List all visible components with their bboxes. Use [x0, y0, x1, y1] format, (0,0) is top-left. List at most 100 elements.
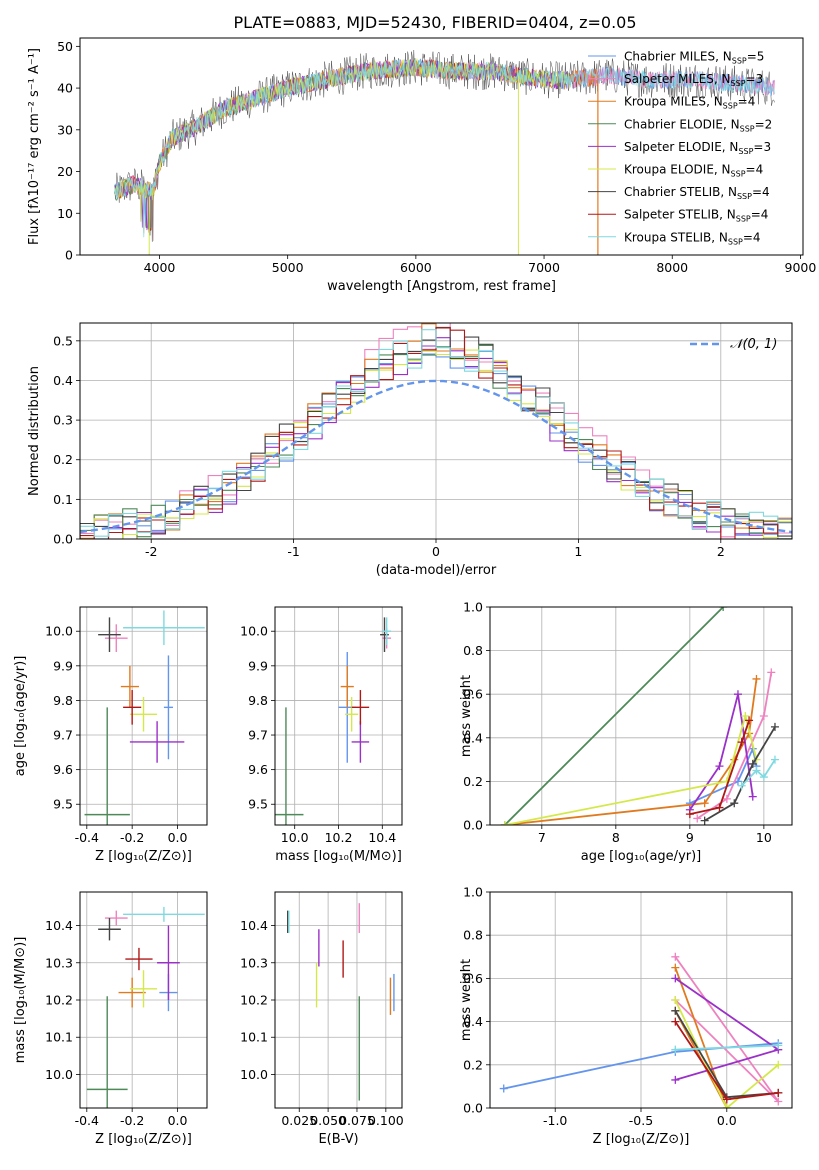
y-tick-label: 10.2 — [45, 993, 73, 1008]
errorbar-point — [98, 617, 121, 652]
legend-nssp-sub: SSP — [737, 192, 752, 201]
legend-label: Chabrier STELIB, NSSP=4 — [624, 185, 770, 201]
legend-eq: = — [752, 185, 762, 199]
histogram-series — [80, 329, 792, 539]
plot-area — [275, 617, 392, 825]
errorbar-point — [345, 696, 359, 732]
legend-label: Salpeter MILES, NSSP=3 — [624, 72, 763, 88]
legend-label: Kroupa ELODIE, NSSP=4 — [624, 163, 763, 179]
y-tick-label: 10.0 — [240, 1067, 268, 1082]
axes-frame — [79, 37, 804, 256]
weight-marker — [671, 1075, 680, 1084]
legend-nssp-sub: SSP — [731, 79, 746, 88]
axes-frame — [489, 606, 793, 826]
y-tick-label: 10.1 — [240, 1030, 268, 1045]
x-axis-label: age [log₁₀(age/yr)] — [581, 849, 702, 864]
legend-nssp-sub: SSP — [728, 237, 743, 246]
plot-area — [80, 323, 792, 539]
weight-marker — [685, 810, 694, 819]
plot-area — [500, 607, 779, 825]
y-tick-label: 10.0 — [240, 624, 268, 639]
legend-nssp-prefix: , N — [714, 163, 731, 177]
panel-mass_vs_Z: -0.4 -0.2 0.0 10.0 10.1 10.2 10.3 10.4 Z [log₁₀(… — [13, 891, 208, 1147]
legend-eq: = — [753, 140, 763, 154]
x-tick-label: 5000 — [272, 260, 304, 275]
errorbar-point — [123, 610, 205, 646]
x-tick-label: -0.4 — [75, 1113, 99, 1128]
weight-marker — [700, 799, 709, 808]
errorbar-point — [84, 707, 130, 825]
x-tick-label: 2 — [717, 544, 725, 559]
x-tick-label: 6000 — [400, 260, 432, 275]
y-tick-label: 9.5 — [53, 797, 73, 812]
x-tick-label: 8000 — [656, 260, 688, 275]
errorbar-point — [123, 690, 142, 725]
y-tick-label: 0.8 — [463, 928, 483, 943]
x-tick-label: 0.025 — [281, 1113, 317, 1128]
x-axis-label: Z [log₁₀(Z/Z⊙)] — [95, 1132, 192, 1147]
y-tick-label: 9.7 — [53, 728, 73, 743]
legend-nssp-value: 4 — [756, 163, 764, 177]
legend-nssp-sub: SSP — [738, 147, 753, 156]
y-tick-label: 0.0 — [53, 532, 73, 547]
legend-nssp-value: 2 — [765, 117, 773, 131]
axes-frame — [79, 891, 208, 1109]
weight-marker — [774, 1041, 783, 1050]
panel-residuals: -2 -1 0 1 2 0.0 0.1 0.2 0.3 0.4 0.5 (data-model)/er… — [27, 322, 793, 578]
errorbar-point — [123, 906, 205, 922]
legend-nssp-sub: SSP — [732, 57, 747, 66]
y-tick-label: 10.1 — [45, 1030, 73, 1045]
x-axis-label: Z [log₁₀(Z/Z⊙)] — [95, 849, 192, 864]
y-tick-label: 10 — [57, 206, 73, 221]
legend-eq: = — [755, 117, 765, 131]
y-tick-label: 0.1 — [53, 492, 73, 507]
y-tick-label: 10.4 — [240, 918, 268, 933]
x-tick-label: 8 — [612, 830, 620, 845]
panel-weight_vs_age: 7 8 9 10 0.0 0.2 0.4 0.6 0.8 1.0 age [log₁₀(age/yr… — [459, 600, 793, 864]
y-axis-label: Flux [fλ10⁻¹⁷ erg cm⁻² s⁻¹ A⁻¹] — [27, 48, 42, 245]
panel-spectrum: 4000 5000 6000 7000 8000 9000 0 10 20 30 40 50 wavel… — [27, 37, 816, 294]
errorbar-point — [340, 665, 354, 708]
weight-marker — [745, 716, 754, 725]
y-tick-label: 0.5 — [53, 333, 73, 348]
x-tick-label: 1 — [574, 544, 582, 559]
legend-eq: = — [746, 163, 756, 177]
y-tick-label: 0.6 — [463, 971, 483, 986]
weight-series — [504, 607, 724, 825]
y-tick-label: 0.4 — [463, 730, 483, 745]
legend-nssp-prefix: , N — [723, 117, 740, 131]
x-axis-label: E(B-V) — [318, 1132, 358, 1147]
x-tick-label: -0.4 — [75, 830, 99, 845]
weight-marker — [737, 738, 746, 747]
weight-marker — [748, 792, 757, 801]
panel-age_vs_mass: 10.0 10.2 10.4 9.5 9.6 9.7 9.8 9.9 10.0 mass [log… — [240, 606, 403, 864]
x-tick-label: 0.0 — [168, 830, 188, 845]
legend-label: Chabrier MILES, NSSP=5 — [624, 50, 764, 66]
legend-label: 𝒩(0, 1) — [730, 337, 777, 352]
errorbar-point — [104, 910, 128, 926]
errorbar-point — [351, 690, 370, 725]
y-tick-label: 0.2 — [53, 452, 73, 467]
y-axis-label: age [log₁₀(age/yr)] — [13, 656, 28, 777]
y-tick-label: 10.2 — [240, 993, 268, 1008]
legend-nssp-value: 3 — [756, 72, 764, 86]
weight-marker — [752, 674, 761, 683]
spectrum-line — [114, 49, 775, 236]
weight-marker — [741, 712, 750, 720]
plot-area — [84, 610, 205, 825]
legend-nssp-value: 4 — [753, 230, 761, 244]
legend-nssp-prefix: , N — [720, 185, 737, 199]
y-tick-label: 9.7 — [248, 728, 268, 743]
y-tick-label: 10.0 — [45, 1067, 73, 1082]
spectrum-line — [114, 58, 568, 222]
errorbar-point — [118, 977, 146, 1008]
x-tick-label: 4000 — [144, 260, 176, 275]
x-tick-label: 0 — [432, 544, 440, 559]
x-axis-label: mass [log₁₀(M/M⊙)] — [275, 849, 402, 864]
y-axis-label: mass weight — [459, 959, 474, 1041]
x-tick-label: 0.0 — [168, 1113, 188, 1128]
legend-nssp-value: 5 — [757, 50, 765, 64]
weight-marker — [737, 781, 746, 790]
errorbar-point — [275, 707, 304, 825]
legend-nssp-sub: SSP — [731, 170, 746, 179]
